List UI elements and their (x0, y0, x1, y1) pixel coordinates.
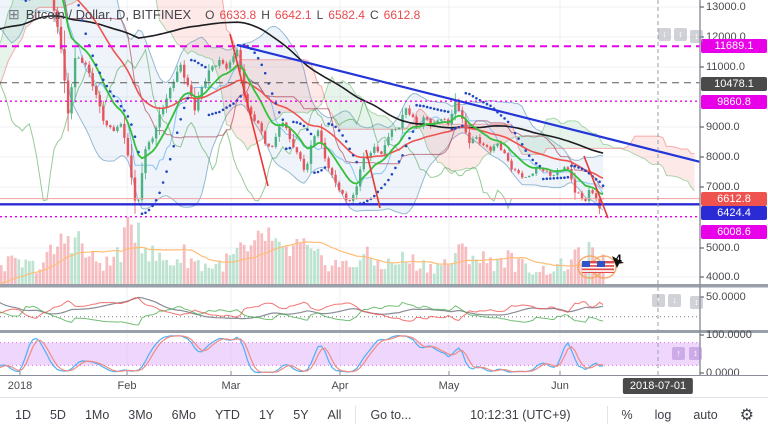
trendline (236, 43, 700, 163)
range-button-5y[interactable]: 5Y (293, 408, 309, 422)
price-tick-label: 11000.0 (706, 61, 745, 73)
ohlc-label: C (369, 7, 379, 22)
pane1-maximize-button[interactable]: ↕ (674, 28, 687, 41)
pane-separator (0, 284, 768, 288)
pane2-move-up-button[interactable]: ↑ (652, 294, 665, 307)
range-button-5d[interactable]: 5D (49, 408, 66, 422)
ohlc-values: O 6633.8 H 6642.1 L 6582.4 C 6612.8 (205, 8, 420, 22)
ohlc-label: O (205, 7, 215, 22)
percent-scale-button[interactable]: % (621, 408, 633, 422)
price-scale-reset-button[interactable]: ↕ (690, 30, 703, 43)
time-tick-label: Feb (117, 380, 137, 392)
settings-gear-icon[interactable]: ⚙ (739, 407, 754, 424)
pane2-collapse-button[interactable]: ↓ (668, 294, 681, 307)
price-badge: 6612.8 (701, 192, 767, 206)
us-flag-icon (577, 255, 624, 279)
price-tick-label: 4000.0 (706, 271, 740, 283)
pane3-scale-reset-button[interactable]: ↕ (689, 347, 702, 360)
auto-scale-button[interactable]: auto (693, 408, 718, 422)
time-tick-label: 2018 (7, 380, 33, 392)
ohlc-value: 6612.8 (383, 7, 421, 22)
ohlc-value: 6582.4 (328, 7, 365, 22)
time-tick-label: Mar (221, 380, 241, 392)
event-count: 4 (615, 252, 622, 266)
ohlc-label: H (261, 7, 270, 22)
ohlc-label: L (316, 7, 324, 22)
time-tick-label: Apr (331, 380, 349, 392)
goto-button[interactable]: Go to... (370, 408, 412, 422)
time-tick-label: May (438, 380, 460, 392)
clock: 10:12:31 (UTC+9) (470, 408, 571, 422)
psar-dots (24, 0, 605, 215)
toolbar-divider (355, 406, 357, 424)
chart-area[interactable]: 13000.0 12000.0 11000.0 9000.0 8000.0 7000.0 5… (0, 0, 768, 397)
toolbar-divider (606, 406, 608, 424)
price-badge: 10478.1 (701, 77, 767, 91)
trendline (365, 149, 381, 209)
ohlc-value: 6642.1 (274, 7, 312, 22)
price-tick-label: 9000.0 (706, 121, 740, 133)
pane2-scale-reset-button[interactable]: ↕ (690, 296, 703, 309)
symbol-legend[interactable]: ⊞ Bitcoin / Dollar, D, BITFINEX O 6633.8 H… (8, 6, 420, 23)
mouse-cursor (612, 256, 624, 268)
event-flags[interactable]: 4 (576, 250, 636, 284)
price-tick-label: 50.0000 (706, 291, 746, 303)
date-badge: 2018-07-01 (622, 378, 694, 394)
range-button-ytd[interactable]: YTD (214, 408, 240, 422)
time-tick-label: Jun (551, 380, 569, 392)
price-badge: 6008.6 (701, 225, 767, 239)
ohlc-value: 6633.8 (219, 7, 257, 22)
price-badge: 9860.8 (701, 95, 767, 109)
range-button-3mo[interactable]: 3Mo (128, 408, 153, 422)
trendline (229, 33, 269, 187)
log-scale-button[interactable]: log (654, 408, 672, 422)
range-button-1y[interactable]: 1Y (258, 408, 275, 422)
price-tick-label: 7000.0 (706, 181, 740, 193)
range-button-6mo[interactable]: 6Mo (171, 408, 196, 422)
range-button-1mo[interactable]: 1Mo (84, 408, 110, 422)
price-badge: 6424.4 (701, 206, 767, 220)
price-badge: 11689.1 (701, 39, 767, 53)
chart-canvas[interactable] (0, 0, 768, 375)
pane1-collapse-button[interactable]: ↓ (658, 28, 671, 41)
time-scale[interactable]: 2018 Feb Mar Apr May Jun 2018-07-01 (0, 375, 768, 397)
pane3-move-up-button[interactable]: ↑ (672, 347, 685, 360)
bottom-toolbar: 1D 5D 1Mo 3Mo 6Mo YTD 1Y 5Y All Go to... 10:12:3… (0, 397, 768, 432)
price-tick-label: 8000.0 (706, 151, 740, 163)
symbol-title: Bitcoin / Dollar, D, BITFINEX (25, 7, 192, 22)
price-tick-label: 100.0000 (706, 329, 752, 341)
price-tick-label: 5000.0 (706, 242, 740, 254)
range-button-1d[interactable]: 1D (15, 408, 31, 422)
candles (21, 0, 605, 214)
price-tick-label: 13000.0 (706, 1, 746, 13)
chart-square-icon: ⊞ (8, 6, 20, 22)
trendline (583, 155, 609, 219)
range-button-all[interactable]: All (327, 408, 342, 422)
pane-separator (0, 330, 768, 333)
